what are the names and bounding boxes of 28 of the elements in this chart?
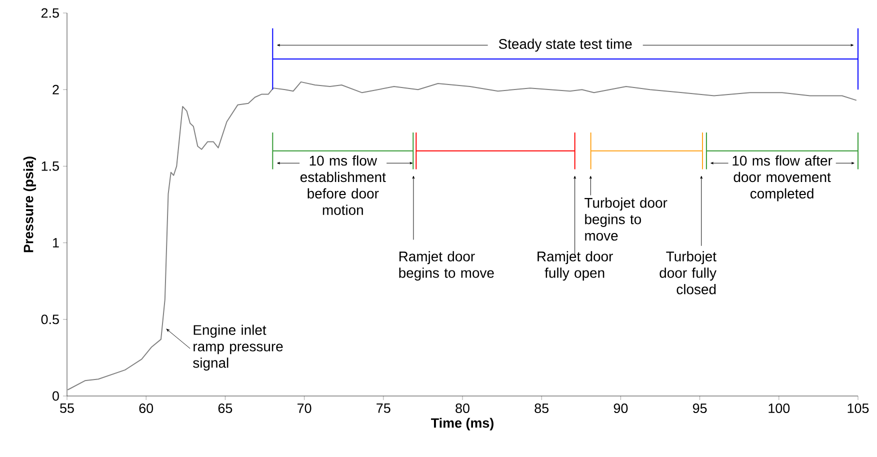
x-tick-label: 90 — [614, 404, 628, 414]
x-tick-label: 55 — [60, 404, 74, 413]
x-tick-label: 80 — [456, 404, 470, 414]
annotation: Engine inlet ramp pressure signal — [193, 324, 283, 371]
x-axis-title: Time (ms) — [431, 418, 494, 430]
y-tick-label: 2.5 — [41, 8, 59, 18]
annotation: 10 ms flow after door movement completed — [732, 155, 832, 202]
line-series — [67, 81, 857, 390]
annotation: Ramjet door fully open — [538, 251, 613, 281]
y-tick-label: 0 — [52, 391, 59, 401]
x-tick-label: 70 — [298, 404, 312, 414]
x-tick-label: 60 — [139, 404, 154, 414]
annotation: Steady state test time — [498, 38, 632, 52]
x-tick-label: 65 — [218, 404, 232, 414]
annotation: Turbojet door fully closed — [660, 251, 716, 294]
y-tick-label: 0.5 — [41, 314, 59, 324]
x-tick-label: 85 — [534, 404, 549, 414]
x-tick-label: 105 — [848, 404, 869, 414]
y-tick-label: 1 — [53, 238, 59, 248]
annotation: Ramjet door begins to move — [399, 251, 494, 281]
y-tick-label: 2 — [52, 84, 59, 94]
x-tick-label: 95 — [692, 404, 707, 414]
annotation: Turbojet door begins to move — [584, 198, 668, 241]
annotation: 10 ms flow establishment before door motion — [300, 155, 386, 215]
y-tick-label: 1.5 — [42, 162, 59, 171]
x-tick-label: 100 — [768, 404, 790, 414]
x-tick-label: 75 — [376, 404, 390, 413]
y-axis-title: Pressure (psia) — [23, 156, 36, 252]
